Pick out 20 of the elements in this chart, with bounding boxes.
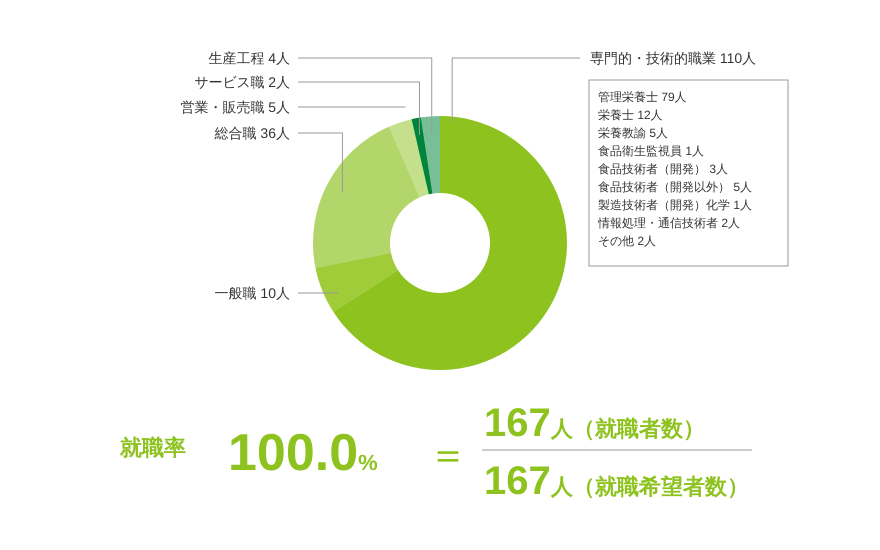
slice-label: 一般職 10人 bbox=[214, 285, 290, 301]
text: その他 2人 bbox=[598, 234, 656, 248]
text: 食品技術者（開発） 3人 bbox=[598, 162, 728, 176]
text: 栄養士 12人 bbox=[598, 108, 663, 122]
text: 167人（就職希望者数） bbox=[484, 459, 749, 503]
slice-label: 営業・販売職 5人 bbox=[180, 99, 290, 115]
slice-label: サービス職 2人 bbox=[194, 74, 290, 90]
text: 100.0% bbox=[228, 424, 378, 482]
slice-label: 専門的・技術的職業 110人 bbox=[590, 50, 756, 66]
text: 167人（就職者数） bbox=[484, 401, 705, 445]
slice-label: 生産工程 4人 bbox=[208, 50, 290, 66]
text: 就職率 bbox=[119, 435, 186, 460]
text: 栄養教諭 5人 bbox=[598, 126, 668, 140]
text: 食品衛生監視員 1人 bbox=[598, 144, 704, 158]
text: 食品技術者（開発以外） 5人 bbox=[598, 180, 752, 194]
text: 情報処理・通信技術者 2人 bbox=[597, 216, 740, 230]
slice-label: 総合職 36人 bbox=[214, 125, 290, 141]
text: 製造技術者（開発）化学 1人 bbox=[598, 198, 752, 212]
text: 管理栄養士 79人 bbox=[598, 90, 687, 104]
text: ＝ bbox=[428, 433, 468, 477]
